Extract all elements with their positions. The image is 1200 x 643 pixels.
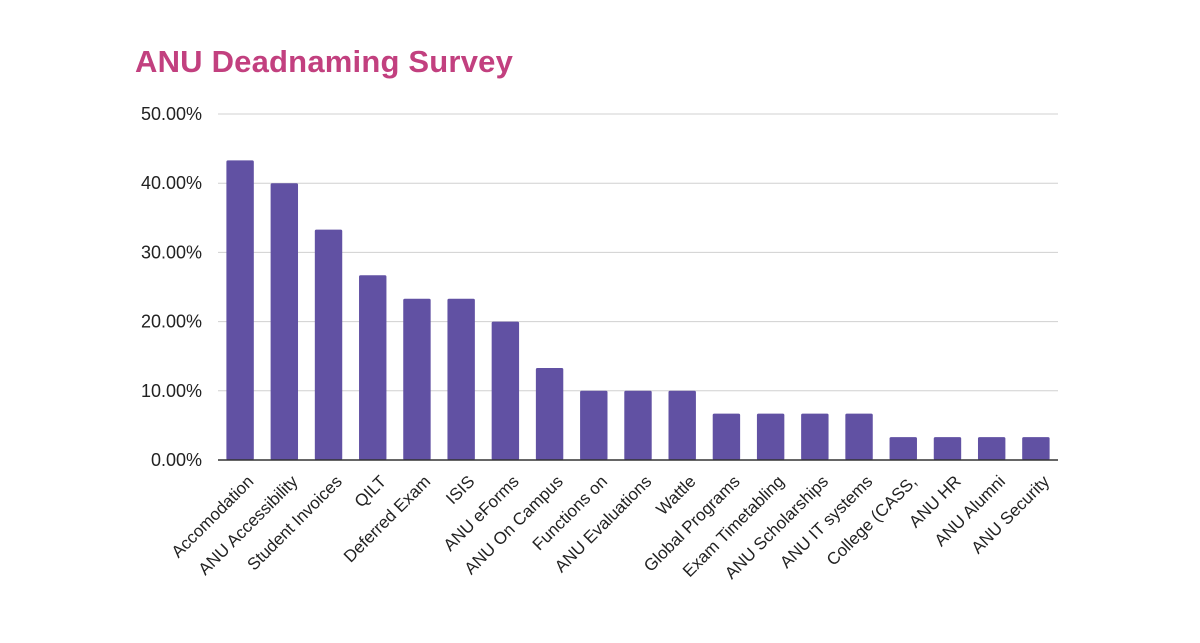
x-tick-label: ISIS bbox=[442, 472, 478, 508]
bars bbox=[226, 160, 1050, 460]
bar bbox=[668, 390, 696, 460]
x-tick-label: ANU Security bbox=[968, 472, 1054, 558]
y-tick-label: 0.00% bbox=[151, 450, 202, 470]
gridlines bbox=[218, 113, 1058, 392]
bar bbox=[226, 160, 254, 460]
bar bbox=[580, 390, 608, 460]
bar bbox=[535, 367, 564, 460]
bar bbox=[756, 413, 785, 460]
bar bbox=[933, 437, 962, 460]
bar bbox=[801, 413, 829, 460]
y-tick-label: 50.00% bbox=[141, 104, 202, 124]
x-tick-label: QILT bbox=[351, 472, 390, 511]
bar bbox=[1022, 437, 1050, 460]
y-tick-label: 10.00% bbox=[141, 381, 202, 401]
bar bbox=[314, 229, 343, 460]
bar bbox=[359, 275, 387, 460]
bar bbox=[491, 321, 520, 460]
bar bbox=[270, 183, 299, 460]
y-tick-label: 30.00% bbox=[141, 242, 202, 262]
chart-title: ANU Deadnaming Survey bbox=[135, 44, 514, 79]
bar bbox=[624, 390, 652, 460]
bar bbox=[403, 298, 431, 460]
y-tick-label: 40.00% bbox=[141, 173, 202, 193]
bar bbox=[447, 298, 475, 460]
y-axis-ticks: 0.00% 10.00% 20.00% 30.00% 40.00% 50.00% bbox=[141, 104, 202, 470]
y-tick-label: 20.00% bbox=[141, 312, 202, 332]
bar bbox=[712, 413, 741, 460]
bar bbox=[845, 413, 873, 460]
bar bbox=[889, 437, 917, 460]
bar bbox=[977, 437, 1006, 460]
